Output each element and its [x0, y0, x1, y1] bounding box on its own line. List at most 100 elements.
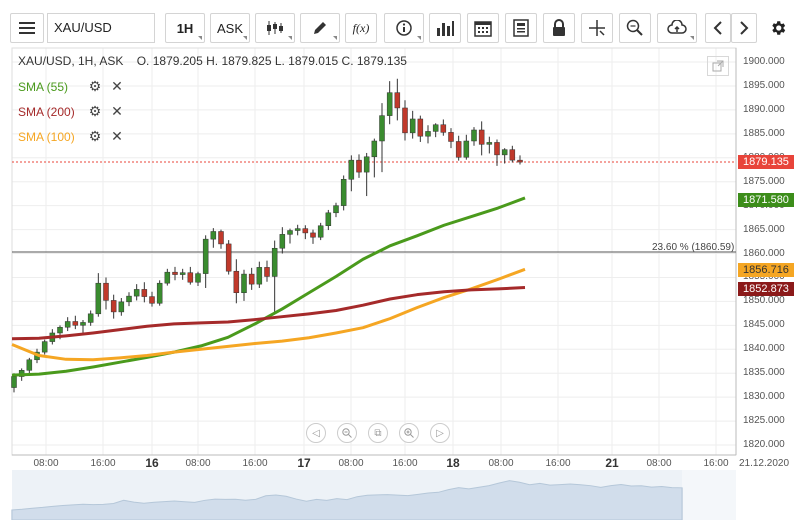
navigator-selection[interactable] — [12, 470, 682, 520]
candle-body[interactable] — [310, 232, 316, 238]
candle-body[interactable] — [386, 92, 393, 116]
candle-body[interactable] — [149, 296, 155, 304]
symbol-input[interactable]: XAU/USD — [47, 13, 155, 43]
candle-body[interactable] — [225, 243, 232, 272]
close-icon[interactable]: ✕ — [111, 103, 123, 119]
candle-body[interactable] — [501, 149, 508, 156]
menu-button[interactable] — [10, 13, 44, 43]
candle-body[interactable] — [279, 234, 286, 249]
candle-body[interactable] — [425, 131, 431, 137]
reset-zoom-button[interactable]: ⧉ — [368, 423, 388, 443]
sma-line-55[interactable] — [11, 196, 526, 377]
sma-line-100[interactable] — [11, 267, 526, 362]
candle-body[interactable] — [133, 289, 140, 297]
draw-tool-button[interactable] — [300, 13, 340, 43]
candle-body[interactable] — [417, 118, 424, 137]
candle-body[interactable] — [463, 140, 470, 158]
candle-body[interactable] — [509, 149, 516, 161]
candle-body[interactable] — [95, 282, 102, 315]
candle-body[interactable] — [356, 159, 362, 173]
crosshair-button[interactable] — [581, 13, 613, 43]
candle-body[interactable] — [517, 159, 523, 163]
scroll-left-button[interactable] — [705, 13, 731, 43]
candle-body[interactable] — [179, 272, 186, 275]
candle-body[interactable] — [379, 115, 385, 142]
candle-body[interactable] — [264, 267, 270, 277]
candle-body[interactable] — [256, 267, 263, 285]
candle-body[interactable] — [440, 124, 447, 133]
indicators-button[interactable]: f(x) — [345, 13, 377, 43]
candle-body[interactable] — [210, 231, 217, 240]
candle-body[interactable] — [118, 301, 125, 313]
candle-body[interactable] — [72, 321, 79, 326]
scroll-right-button[interactable] — [731, 13, 757, 43]
candle-body[interactable] — [80, 322, 86, 326]
candle-body[interactable] — [448, 132, 454, 142]
pan-left-button[interactable]: ◁ — [306, 423, 326, 443]
candle-body[interactable] — [363, 156, 370, 173]
timeframe-button[interactable]: 1H — [165, 13, 205, 43]
candle-body[interactable] — [471, 129, 477, 142]
candle-body[interactable] — [202, 238, 209, 274]
candle-body[interactable] — [486, 142, 493, 145]
candle-body[interactable] — [402, 107, 408, 134]
candle-body[interactable] — [241, 273, 247, 294]
candle-body[interactable] — [325, 212, 332, 226]
candle-body[interactable] — [26, 359, 33, 371]
gear-icon[interactable]: ⚙ — [88, 128, 102, 144]
candle-body[interactable] — [287, 230, 293, 235]
candle-body[interactable] — [248, 273, 255, 285]
candle-body[interactable] — [271, 247, 278, 277]
info-button[interactable] — [384, 13, 424, 43]
candle-body[interactable] — [455, 141, 462, 158]
close-icon[interactable]: ✕ — [111, 128, 123, 144]
candle-body[interactable] — [164, 271, 171, 284]
candle-body[interactable] — [494, 142, 500, 156]
price-type-button[interactable]: ASK — [210, 13, 250, 43]
candle-body[interactable] — [432, 124, 439, 132]
candle-body[interactable] — [195, 273, 201, 283]
chevron-right-icon — [740, 21, 749, 35]
expand-button[interactable] — [707, 56, 729, 76]
candle-body[interactable] — [11, 376, 17, 388]
candle-body[interactable] — [340, 179, 347, 206]
candle-body[interactable] — [233, 270, 240, 294]
calendar-button[interactable] — [467, 13, 499, 43]
candle-body[interactable] — [218, 231, 224, 245]
candle-body[interactable] — [41, 341, 48, 353]
candle-body[interactable] — [394, 92, 401, 109]
candle-body[interactable] — [110, 300, 117, 313]
candle-body[interactable] — [187, 272, 194, 283]
candle-body[interactable] — [409, 118, 416, 134]
candle-body[interactable] — [141, 289, 148, 297]
chart-type-button[interactable] — [255, 13, 295, 43]
candle-body[interactable] — [64, 321, 71, 328]
lock-button[interactable] — [543, 13, 575, 43]
zoom-button[interactable] — [619, 13, 651, 43]
gear-icon[interactable]: ⚙ — [88, 78, 102, 94]
close-icon[interactable]: ✕ — [111, 78, 123, 94]
candle-body[interactable] — [333, 205, 339, 214]
candle-body[interactable] — [294, 228, 301, 231]
zoom-in-button[interactable] — [399, 423, 419, 443]
zoom-out-button[interactable] — [337, 423, 357, 443]
candle-body[interactable] — [302, 228, 309, 234]
candle-body[interactable] — [348, 159, 355, 180]
cloud-upload-button[interactable] — [657, 13, 697, 43]
sma-line-200[interactable] — [11, 285, 526, 341]
pan-right-button[interactable]: ▷ — [430, 423, 450, 443]
candle-body[interactable] — [371, 140, 378, 158]
candle-body[interactable] — [317, 225, 324, 238]
candle-body[interactable] — [126, 295, 132, 303]
candle-body[interactable] — [87, 313, 94, 323]
candle-body[interactable] — [156, 282, 163, 304]
volume-button[interactable] — [429, 13, 461, 43]
candle-body[interactable] — [103, 282, 109, 301]
candle-body[interactable] — [478, 129, 485, 145]
settings-button[interactable] — [764, 13, 792, 43]
news-button[interactable] — [505, 13, 537, 43]
candle-body[interactable] — [57, 326, 63, 334]
gear-icon[interactable]: ⚙ — [88, 103, 102, 119]
candle-body[interactable] — [172, 271, 178, 275]
